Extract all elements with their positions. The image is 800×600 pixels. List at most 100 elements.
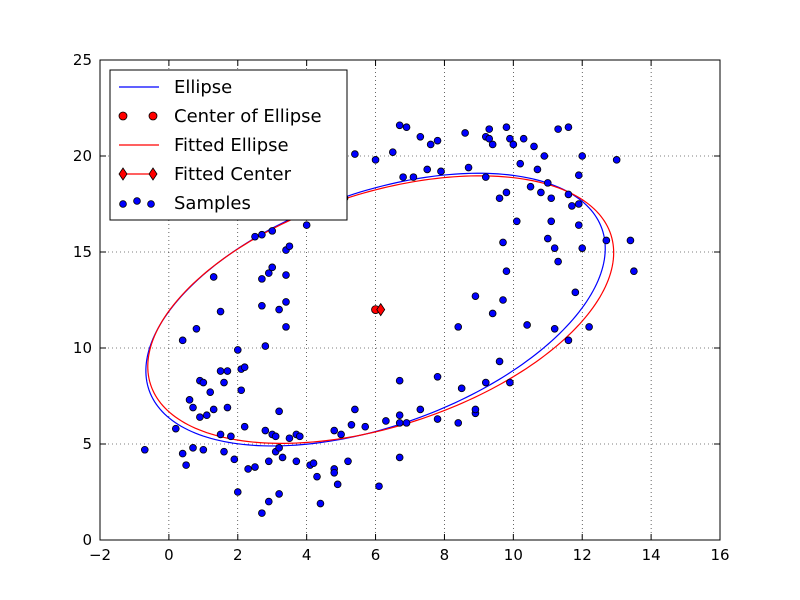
sample-point: [395, 376, 404, 385]
sample-point: [220, 378, 228, 387]
sample-point: [282, 271, 290, 279]
sample-point: [251, 463, 259, 471]
sample-point: [347, 420, 356, 429]
legend-swatch-fitted-center-marker: [148, 167, 158, 181]
y-tick-label: 10: [73, 339, 92, 357]
sample-point: [395, 453, 404, 462]
legend-swatch-center-of-ellipse: [118, 111, 128, 121]
sample-point: [351, 405, 359, 414]
sample-point: [209, 273, 218, 281]
sample-point: [495, 194, 504, 203]
sample-point: [506, 134, 514, 143]
sample-point: [416, 405, 425, 414]
sample-point: [426, 140, 435, 149]
sample-point: [399, 173, 407, 181]
sample-point: [271, 432, 280, 441]
sample-point: [578, 244, 587, 252]
sample-point: [437, 167, 445, 176]
sample-point: [337, 430, 345, 439]
sample-point: [258, 509, 266, 517]
sample-point: [258, 275, 266, 283]
y-tick-label: 20: [73, 147, 92, 165]
sample-point: [461, 129, 469, 137]
sample-point: [268, 227, 277, 235]
sample-point: [454, 323, 463, 331]
sample-point: [433, 136, 442, 145]
x-tick-label: 16: [710, 546, 729, 564]
y-tick-label: 0: [82, 531, 92, 549]
sample-point: [568, 202, 576, 210]
sample-point: [185, 396, 194, 404]
sample-point: [292, 457, 301, 466]
sample-point: [578, 152, 587, 160]
plot-frame: [99, 59, 721, 541]
sample-point: [499, 238, 507, 247]
sample-point: [313, 472, 321, 481]
sample-point: [216, 430, 225, 439]
sample-point: [171, 424, 180, 433]
legend-swatch-fitted-center-marker: [118, 167, 128, 181]
sample-point: [140, 445, 149, 454]
sample-point: [554, 125, 562, 133]
sample-point: [309, 459, 318, 468]
sample-point: [330, 468, 339, 477]
y-tick-label: 5: [82, 435, 92, 453]
sample-point: [571, 288, 580, 297]
sample-point: [233, 346, 242, 354]
sample-point: [485, 134, 494, 143]
sample-point: [554, 257, 562, 266]
ellipse-curve: [145, 172, 606, 447]
sample-point: [196, 413, 204, 421]
legend: Ellipse Center of Ellipse Fitted Ellipse Fi…: [109, 69, 348, 221]
sample-point: [282, 323, 290, 331]
sample-point: [564, 190, 573, 199]
legend-label-ellipse: Ellipse: [174, 77, 232, 98]
sample-point: [189, 444, 197, 452]
sample-point: [502, 123, 511, 131]
ellipse-curves: [145, 172, 615, 447]
sample-point: [264, 269, 273, 277]
sample-point: [454, 419, 463, 427]
sample-point: [258, 230, 266, 239]
x-tick-label: 14: [642, 546, 661, 564]
legend-label-fitted-ellipse: Fitted Ellipse: [174, 135, 289, 156]
sample-point: [574, 200, 583, 208]
sample-point: [585, 323, 593, 331]
sample-point: [433, 415, 442, 423]
sample-point: [564, 123, 573, 131]
sample-point: [402, 123, 411, 131]
sample-point: [543, 234, 552, 243]
sample-points: [140, 121, 638, 517]
sample-point: [261, 426, 270, 435]
y-tick-label: 15: [73, 243, 92, 261]
sample-point: [264, 457, 273, 466]
sample-point: [333, 480, 342, 489]
x-tick-label: 8: [440, 546, 450, 564]
sample-point: [626, 236, 635, 245]
sample-point: [502, 267, 511, 276]
sample-point: [209, 405, 218, 414]
sample-point: [261, 342, 270, 350]
sample-point: [282, 298, 290, 306]
legend-label-fitted-center: Fitted Center: [174, 164, 292, 185]
legend-label-center-of-ellipse: Center of Ellipse: [174, 106, 322, 127]
sample-point: [182, 461, 190, 469]
sample-point: [258, 301, 266, 310]
sample-point: [574, 221, 583, 229]
sample-point: [574, 171, 583, 180]
sample-point: [433, 372, 442, 381]
sample-point: [220, 447, 228, 456]
sample-point: [502, 188, 511, 197]
sample-point: [268, 263, 277, 272]
sample-point: [540, 152, 549, 160]
sample-point: [506, 378, 514, 387]
sample-point: [216, 367, 225, 375]
sample-point: [223, 403, 232, 412]
sample-point: [382, 417, 390, 425]
x-tick-label: 6: [371, 546, 381, 564]
sample-point: [285, 434, 294, 443]
x-tick-label: 12: [573, 546, 592, 564]
sample-point: [275, 407, 283, 416]
